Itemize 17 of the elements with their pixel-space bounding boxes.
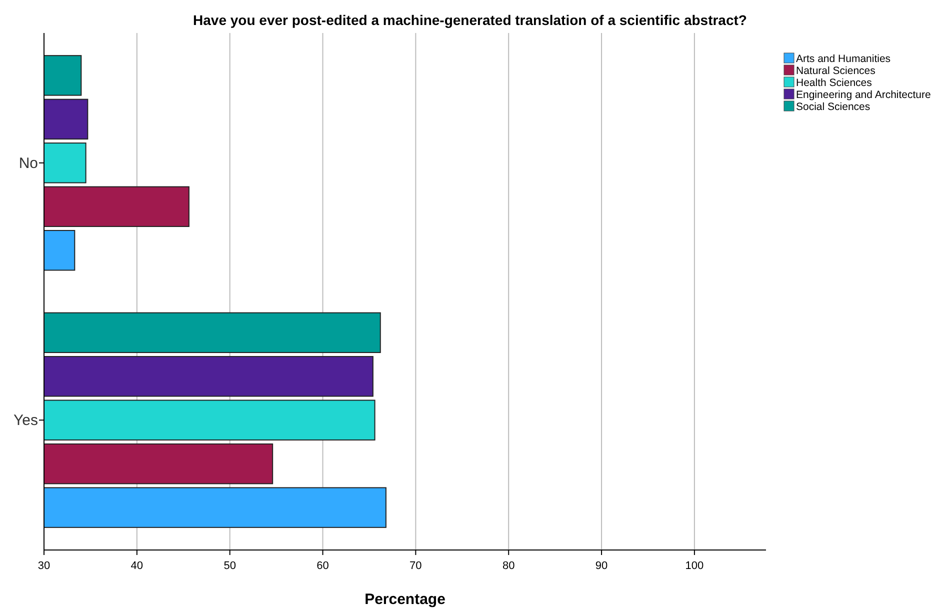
x-axis-title: Percentage xyxy=(364,591,446,608)
legend-label: Social Sciences xyxy=(796,101,870,113)
chart-title: Have you ever post-edited a machine-generated translation of a scientific abstract? xyxy=(193,12,747,28)
x-tick-label: 40 xyxy=(130,560,144,572)
legend-label: Engineering and Architecture xyxy=(796,89,931,101)
x-tick-label: 80 xyxy=(502,560,515,572)
legend-label: Arts and Humanities xyxy=(796,53,891,65)
x-tick-label: 50 xyxy=(224,560,236,572)
x-tick-label: 70 xyxy=(410,560,422,572)
y-tick-label: No xyxy=(18,154,38,172)
x-tick-label: 60 xyxy=(316,560,329,572)
x-tick-label: 30 xyxy=(38,560,50,572)
x-tick-label: 90 xyxy=(595,560,608,572)
legend-label: Health Sciences xyxy=(796,77,872,89)
legend-label: Natural Sciences xyxy=(796,65,876,77)
x-tick-label: 100 xyxy=(685,560,704,572)
y-tick-label: Yes xyxy=(14,412,38,430)
